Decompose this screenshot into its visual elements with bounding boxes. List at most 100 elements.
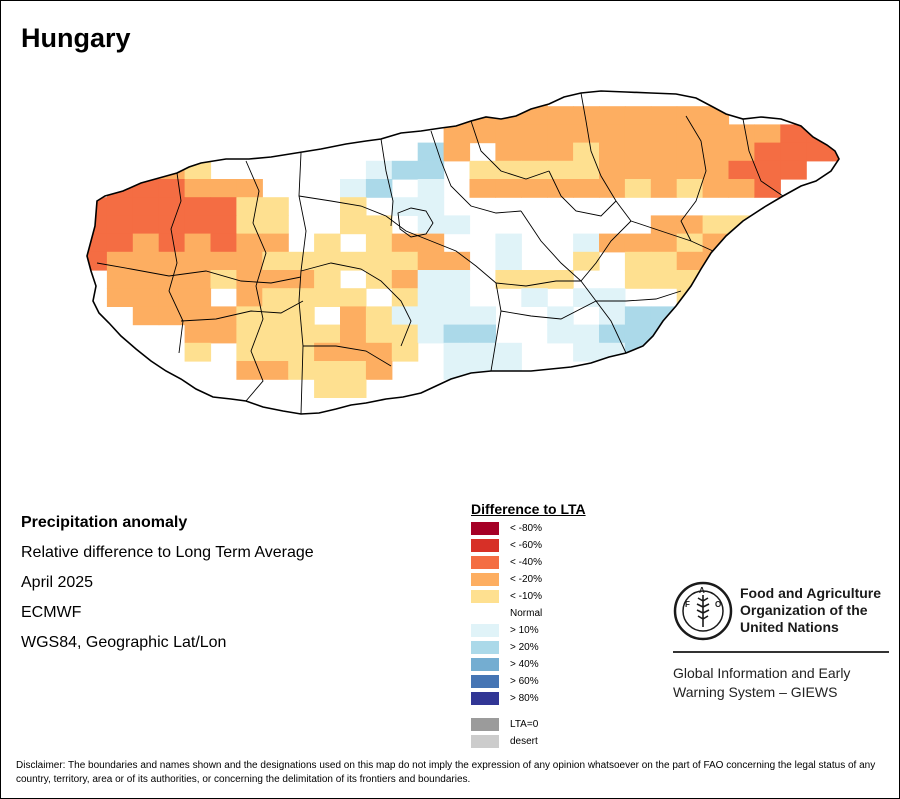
anomaly-cell xyxy=(262,197,289,216)
anomaly-cell xyxy=(365,160,393,180)
anomaly-cell xyxy=(521,124,548,144)
legend-item: > 20% xyxy=(471,641,586,658)
anomaly-cell xyxy=(780,233,807,253)
anomaly-cell xyxy=(184,270,212,289)
anomaly-cell xyxy=(210,233,237,253)
anomaly-cell xyxy=(702,270,730,289)
anomaly-cell xyxy=(158,197,186,216)
anomaly-cell xyxy=(573,324,600,344)
anomaly-cell xyxy=(340,215,367,235)
anomaly-cell xyxy=(599,142,626,162)
anomaly-cell xyxy=(391,324,419,344)
anomaly-cell xyxy=(417,233,445,253)
anomaly-cell xyxy=(573,106,600,125)
anomaly-cell xyxy=(417,288,445,307)
anomaly-cell xyxy=(314,379,341,398)
fao-divider xyxy=(673,651,889,653)
anomaly-cell xyxy=(132,215,160,235)
anomaly-cell xyxy=(417,270,445,289)
anomaly-cell xyxy=(443,91,471,107)
anomaly-cell xyxy=(495,142,522,162)
anomaly-cell xyxy=(158,215,186,235)
info-projection: WGS84, Geographic Lat/Lon xyxy=(21,634,227,651)
anomaly-cell xyxy=(106,270,134,289)
anomaly-cell xyxy=(132,288,160,307)
anomaly-cell xyxy=(573,342,600,362)
legend-swatch xyxy=(471,522,499,535)
anomaly-cell xyxy=(184,324,212,344)
anomaly-cell xyxy=(184,197,212,216)
anomaly-cell xyxy=(806,197,833,216)
legend-swatch xyxy=(471,607,499,620)
legend-label: > 40% xyxy=(510,659,539,670)
anomaly-cell xyxy=(106,215,134,235)
anomaly-cell xyxy=(599,233,626,253)
anomaly-cell xyxy=(132,233,160,253)
fao-name-line-3: United Nations xyxy=(740,619,839,635)
anomaly-cell xyxy=(806,142,833,162)
anomaly-cell xyxy=(650,124,678,144)
anomaly-cell xyxy=(521,142,548,162)
anomaly-cell xyxy=(365,342,393,362)
anomaly-cell xyxy=(132,306,160,326)
anomaly-cell xyxy=(728,142,755,162)
anomaly-cell xyxy=(754,215,781,235)
anomaly-cell xyxy=(469,160,496,180)
anomaly-cell xyxy=(573,124,600,144)
anomaly-cell xyxy=(624,251,652,271)
anomaly-cell xyxy=(599,288,626,307)
legend-label: > 20% xyxy=(510,642,539,653)
fao-organization-name: Food and Agriculture Organization of the… xyxy=(740,585,881,636)
anomaly-cell xyxy=(469,91,496,107)
map-title: Hungary xyxy=(21,23,131,53)
anomaly-cell xyxy=(314,251,341,271)
anomaly-cell xyxy=(236,306,263,326)
anomaly-cell xyxy=(650,251,678,271)
anomaly-cell xyxy=(236,361,263,380)
anomaly-cell xyxy=(314,270,341,289)
anomaly-cell xyxy=(599,106,626,125)
legend-swatch xyxy=(471,590,499,603)
anomaly-cell xyxy=(184,215,212,235)
anomaly-cell xyxy=(158,233,186,253)
anomaly-cell xyxy=(547,142,574,162)
anomaly-cell xyxy=(184,288,212,307)
fao-logo-a: A xyxy=(699,586,705,595)
anomaly-cell xyxy=(650,160,678,180)
anomaly-cell xyxy=(521,270,548,289)
anomaly-cell xyxy=(184,233,212,253)
info-heading: Precipitation anomaly xyxy=(21,514,188,531)
anomaly-cell xyxy=(158,179,186,198)
fao-logo-o: O xyxy=(715,600,721,609)
anomaly-cell xyxy=(340,306,367,326)
anomaly-cell xyxy=(676,160,704,180)
anomaly-cell xyxy=(87,197,108,216)
anomaly-cell xyxy=(650,215,678,235)
anomaly-cell xyxy=(676,342,704,362)
anomaly-cell xyxy=(391,270,419,289)
anomaly-cell xyxy=(624,179,652,198)
anomaly-cell xyxy=(443,306,471,326)
disclaimer: Disclaimer: The boundaries and names sho… xyxy=(16,760,876,785)
anomaly-cell xyxy=(650,270,678,289)
anomaly-cell xyxy=(417,179,445,198)
anomaly-cell xyxy=(728,251,755,271)
anomaly-cell xyxy=(599,306,626,326)
anomaly-cell xyxy=(702,124,730,144)
legend-swatch xyxy=(471,718,499,731)
legend-swatch xyxy=(471,735,499,748)
anomaly-cell xyxy=(728,324,755,344)
anomaly-cell xyxy=(599,160,626,180)
anomaly-cell xyxy=(754,142,781,162)
anomaly-cell xyxy=(547,160,574,180)
anomaly-cell xyxy=(754,179,781,198)
anomaly-cell xyxy=(702,288,730,307)
legend: Difference to LTA < -80% < -60% < -40% < -2… xyxy=(471,501,586,752)
anomaly-cell xyxy=(365,324,393,344)
anomaly-cell xyxy=(702,179,730,198)
legend-label: < -20% xyxy=(510,574,542,585)
anomaly-cell xyxy=(417,324,445,344)
anomaly-cell xyxy=(288,324,315,344)
legend-item: > 60% xyxy=(471,675,586,692)
anomaly-cell xyxy=(780,197,807,216)
